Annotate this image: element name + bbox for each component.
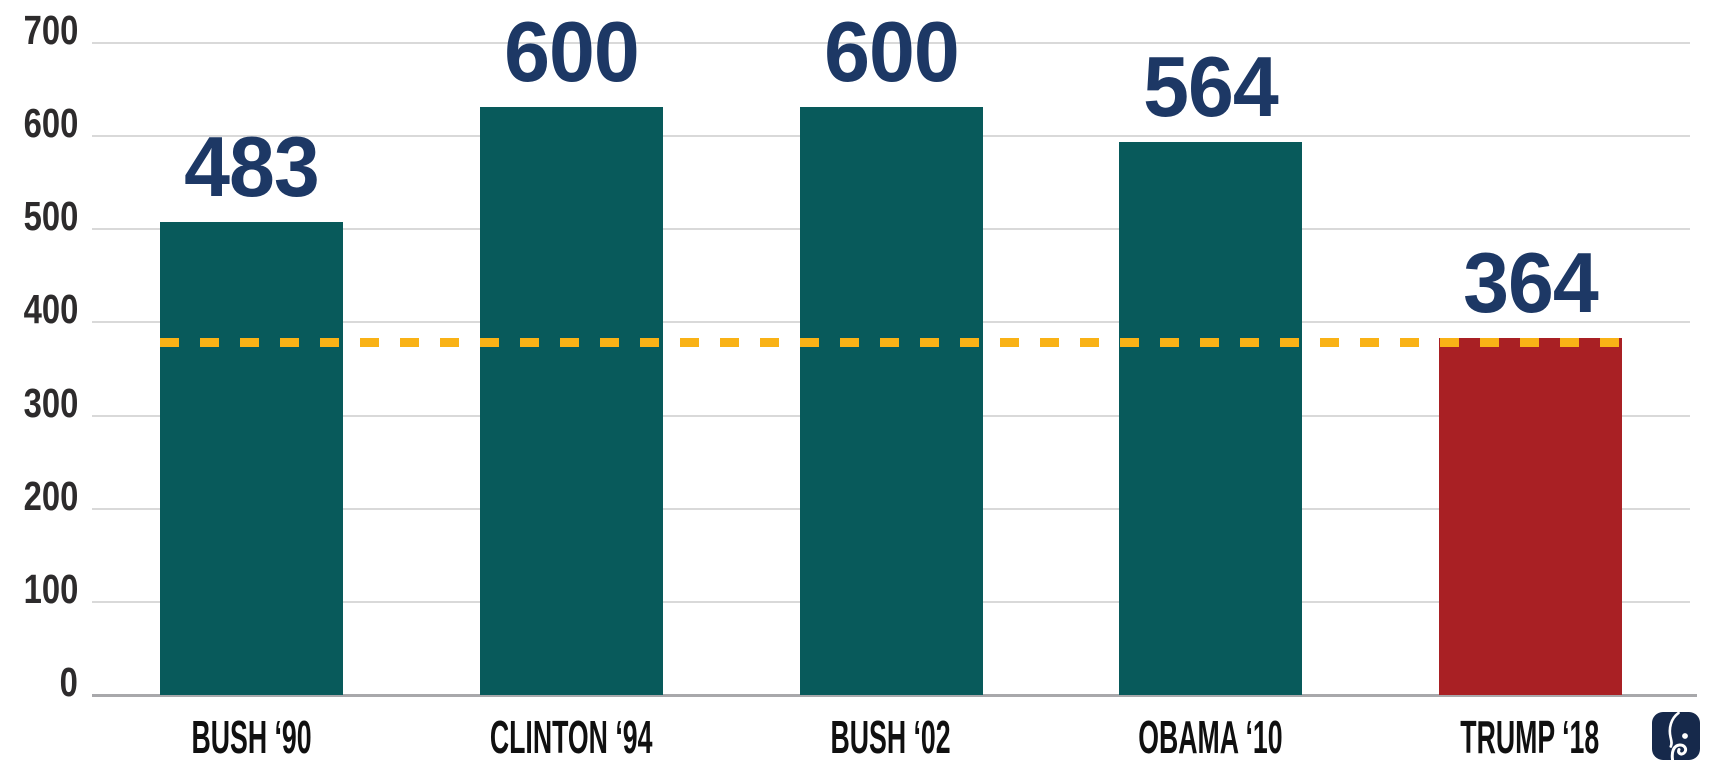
bar-4 — [1438, 338, 1622, 695]
category-label-4-text: TRUMP ‘18 — [1460, 711, 1600, 763]
bar-value-label-1-text: 600 — [504, 5, 640, 100]
reference-dashed-line — [160, 338, 1622, 347]
y-tick-label-500: 500 — [0, 195, 78, 237]
category-label-2: BUSH ‘02 — [711, 714, 1071, 760]
category-label-3-text: OBAMA ‘10 — [1138, 711, 1283, 763]
bar-3 — [1119, 142, 1303, 695]
y-tick-label-600: 600 — [0, 102, 78, 144]
y-tick-label-700: 700 — [0, 9, 78, 51]
y-tick-label-300: 300 — [0, 382, 78, 424]
gridline-700 — [92, 42, 1690, 44]
y-tick-label-100: 100 — [0, 568, 78, 610]
bar-1 — [479, 107, 663, 695]
bar-2 — [799, 107, 983, 695]
bar-value-label-4-text: 364 — [1462, 236, 1599, 332]
bar-value-label-3-text: 564 — [1143, 40, 1279, 136]
y-tick-label-200: 200 — [0, 475, 78, 517]
x-axis-baseline — [92, 694, 1697, 697]
category-label-2-text: BUSH ‘02 — [830, 711, 952, 763]
bar-value-label-4: 364 — [1370, 241, 1690, 326]
category-label-0-text: BUSH ‘90 — [191, 711, 312, 763]
y-tick-label-700-text: 700 — [23, 7, 78, 53]
bar-0 — [160, 221, 344, 695]
bar-value-label-0-text: 483 — [184, 119, 320, 215]
y-tick-label-500-text: 500 — [23, 193, 78, 240]
bar-value-label-3: 564 — [1051, 45, 1371, 130]
y-tick-label-0: 0 — [0, 661, 78, 703]
category-label-1: CLINTON ‘94 — [391, 714, 751, 760]
bar-value-label-2-text: 600 — [823, 5, 960, 100]
category-label-0: BUSH ‘90 — [72, 714, 432, 760]
y-tick-label-400: 400 — [0, 288, 78, 330]
category-label-4: TRUMP ‘18 — [1350, 714, 1709, 760]
bar-value-label-0: 483 — [92, 125, 412, 210]
bar-value-label-1: 600 — [411, 10, 731, 95]
y-tick-label-600-text: 600 — [23, 100, 78, 147]
category-label-1-text: CLINTON ‘94 — [490, 711, 653, 763]
y-tick-label-400-text: 400 — [23, 286, 78, 333]
elephant-logo-icon — [1652, 712, 1700, 760]
y-tick-label-100-text: 100 — [23, 565, 78, 612]
y-tick-label-300-text: 300 — [23, 379, 78, 426]
bar-value-label-2: 600 — [731, 10, 1051, 95]
y-tick-label-200-text: 200 — [23, 472, 78, 519]
category-label-3: OBAMA ‘10 — [1031, 714, 1391, 760]
y-tick-label-0-text: 0 — [59, 659, 78, 705]
